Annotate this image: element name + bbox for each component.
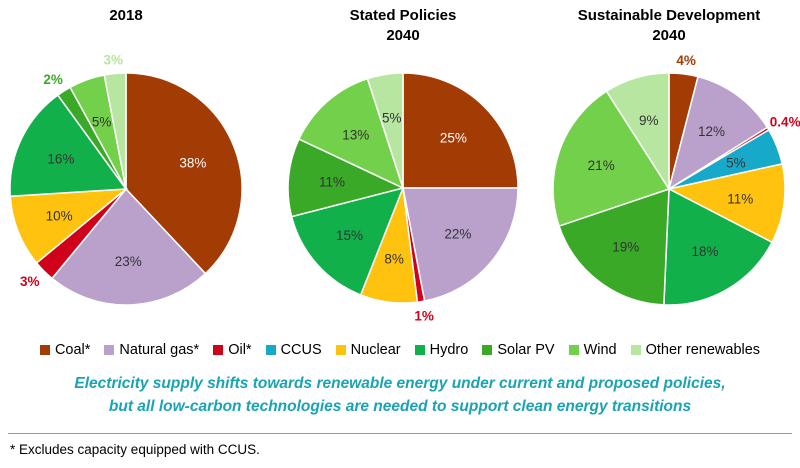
caption: Electricity supply shifts towards renewa… (0, 372, 800, 418)
pie-slice (605, 72, 670, 192)
slice-label: 1% (414, 308, 434, 323)
legend-swatch (104, 345, 115, 355)
pie-slice (297, 77, 405, 190)
legend-item: Oil* (213, 342, 252, 358)
pie-slice (558, 187, 670, 306)
slice-label: 25% (440, 131, 467, 146)
slice-label: 18% (691, 244, 718, 259)
divider (8, 433, 792, 434)
legend-item: Solar PV (482, 342, 555, 358)
slice-label: 3% (103, 53, 123, 68)
pie-slice (666, 163, 786, 244)
legend-label: Wind (583, 342, 617, 358)
pie-slice (287, 138, 406, 218)
legend-swatch (482, 345, 493, 355)
footnote: * Excludes capacity equipped with CCUS. (10, 442, 260, 457)
pie-slice (103, 72, 127, 190)
pie-slice (667, 75, 769, 191)
slice-label: 4% (676, 53, 696, 68)
legend-label: Coal* (54, 342, 91, 358)
slice-label: 38% (179, 156, 206, 171)
legend-swatch (265, 345, 276, 355)
slice-label: 10% (46, 209, 73, 224)
slice-label: 16% (47, 151, 74, 166)
chart-title: 2018 (109, 7, 142, 24)
slice-label: 11% (727, 191, 753, 206)
legend-label: Nuclear (350, 342, 401, 358)
pie-slice (51, 187, 207, 306)
slice-label: 2% (43, 72, 63, 87)
chart-title: Stated Policies (350, 7, 457, 24)
pie-slice (552, 90, 671, 228)
pie-slice (663, 187, 774, 306)
chart-title: Sustainable Development (578, 7, 761, 24)
slice-label: 5% (382, 111, 402, 126)
legend-swatch (568, 345, 579, 355)
legend-swatch (335, 345, 346, 355)
slice-label: 0.4% (770, 114, 800, 129)
legend-label: Natural gas* (119, 342, 200, 358)
slice-label: 11% (319, 174, 345, 189)
legend: Coal* Natural gas* Oil* CCUS Nuclear Hydro Sol… (0, 339, 800, 361)
slice-label: 13% (342, 128, 369, 143)
legend-label: Solar PV (497, 342, 555, 358)
legend-item: CCUS (265, 342, 322, 358)
pie-slice (402, 72, 519, 189)
pie-slice (9, 188, 129, 264)
legend-item: Wind (568, 342, 617, 358)
slice-label: 19% (612, 240, 639, 255)
legend-swatch (414, 345, 425, 355)
slice-label: 23% (115, 254, 142, 269)
legend-label: CCUS (280, 342, 322, 358)
chart-title: 2040 (652, 27, 685, 44)
legend-label: Other renewables (645, 342, 761, 358)
pie-slice (125, 72, 243, 275)
legend-item: Other renewables (630, 342, 761, 358)
pie-slice (290, 186, 405, 296)
slice-label: 21% (588, 158, 615, 173)
legend-item: Coal* (39, 342, 91, 358)
pie-slice (9, 94, 128, 198)
pie-slice (366, 72, 404, 189)
slice-label: 3% (20, 274, 40, 289)
slice-label: 9% (639, 113, 659, 128)
chart-title: 2040 (386, 27, 419, 44)
slice-label: 15% (336, 228, 363, 243)
legend-swatch (630, 345, 641, 355)
caption-line-2: but all low-carbon technologies are need… (108, 398, 692, 415)
legend-swatch (39, 345, 50, 355)
legend-item: Nuclear (335, 342, 401, 358)
legend-item: Hydro (414, 342, 469, 358)
slice-label: 12% (698, 124, 725, 139)
pie-slice (402, 187, 519, 302)
caption-line-1: Electricity supply shifts towards renewa… (74, 375, 726, 392)
legend-swatch (213, 345, 224, 355)
slice-label: 22% (444, 226, 471, 241)
legend-label: Oil* (228, 342, 252, 358)
slice-label: 8% (384, 252, 404, 267)
legend-label: Hydro (429, 342, 469, 358)
slice-label: 5% (92, 114, 112, 129)
slice-label: 5% (726, 156, 746, 171)
pie-charts: 2018 38% 23% 3% 10% 16% 2% 5% 3% Stated Policies 2… (9, 7, 800, 323)
legend-item: Natural gas* (104, 342, 199, 358)
